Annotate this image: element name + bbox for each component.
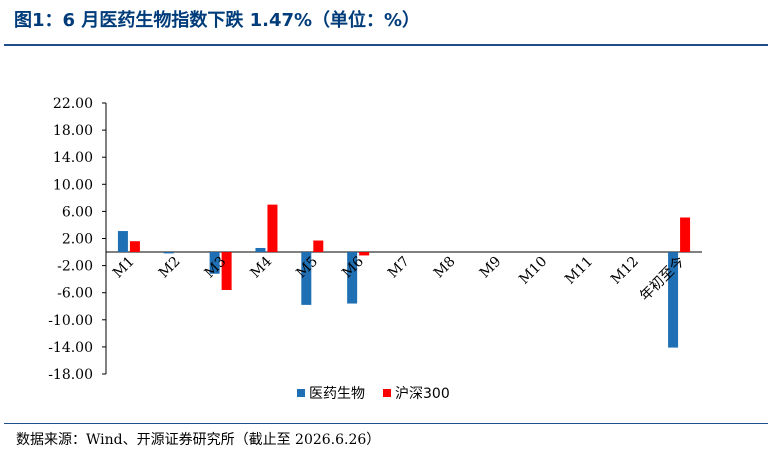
legend-label-series-2: 沪深300 [395, 386, 450, 402]
bar-series-1-M6 [347, 252, 358, 304]
legend-item-series-1: 医药生物 [297, 383, 365, 403]
y-tick-label-8: -10.00 [48, 313, 93, 329]
bar-series-2-M3 [221, 252, 232, 290]
page-title: 图1：6 月医药生物指数下跌 1.47%（单位：%） [14, 10, 421, 31]
x-tick-label-7: M8 [431, 254, 459, 282]
x-tick-label-5: M6 [339, 254, 367, 282]
legend-swatch-series-1 [297, 389, 305, 397]
bar-series-1-M5 [301, 252, 312, 305]
bar-series-1-M1 [117, 231, 128, 253]
chart-legend: 医药生物 沪深300 [297, 383, 450, 403]
y-tick-label-1: 18.00 [53, 123, 93, 139]
bar-series-2-年初至今 [680, 217, 691, 253]
legend-swatch-series-2 [383, 389, 391, 397]
bar-series-1-M4 [255, 247, 266, 253]
x-tick-label-6: M7 [385, 254, 413, 282]
x-tick-label-0: M1 [110, 254, 138, 282]
x-tick-label-12: 年初至今 [636, 253, 688, 305]
source-note: 数据来源：Wind、开源证券研究所（截止至 2026.6.26） [16, 432, 381, 448]
x-tick-label-9: M10 [516, 254, 550, 288]
x-tick-label-4: M5 [293, 254, 321, 282]
x-tick-label-1: M2 [156, 254, 184, 282]
y-tick-label-10: -18.00 [48, 367, 93, 383]
x-tick-label-8: M9 [477, 254, 505, 282]
title-divider [4, 44, 768, 46]
footer-divider [4, 423, 768, 424]
y-tick-label-7: -6.00 [57, 286, 93, 302]
y-tick-label-6: -2.00 [57, 259, 93, 275]
x-tick-label-10: M11 [562, 254, 596, 288]
bar-series-1-年初至今 [668, 252, 679, 348]
bar-series-2-M1 [129, 241, 140, 253]
bar-series-1-M3 [209, 252, 220, 274]
bar-series-1-M2 [163, 252, 174, 254]
y-tick-label-2: 14.00 [53, 150, 93, 166]
bar-series-2-M5 [313, 240, 324, 253]
x-tick-label-3: M4 [248, 254, 276, 282]
bar-series-2-M6 [359, 252, 370, 256]
bar-chart: 22.00 18.00 14.00 10.00 6.00 2.00 -2.00 -6.00 -1… [48, 96, 702, 383]
y-tick-label-9: -14.00 [48, 340, 93, 356]
y-tick-label-5: 2.00 [62, 232, 93, 248]
bar-series-2-M4 [267, 204, 278, 253]
y-tick-label-4: 6.00 [62, 204, 93, 220]
legend-item-series-2: 沪深300 [383, 383, 450, 403]
x-tick-label-11: M12 [608, 254, 642, 288]
y-tick-label-0: 22.00 [53, 96, 93, 112]
legend-label-series-1: 医药生物 [309, 386, 365, 402]
y-tick-label-3: 10.00 [53, 177, 93, 193]
